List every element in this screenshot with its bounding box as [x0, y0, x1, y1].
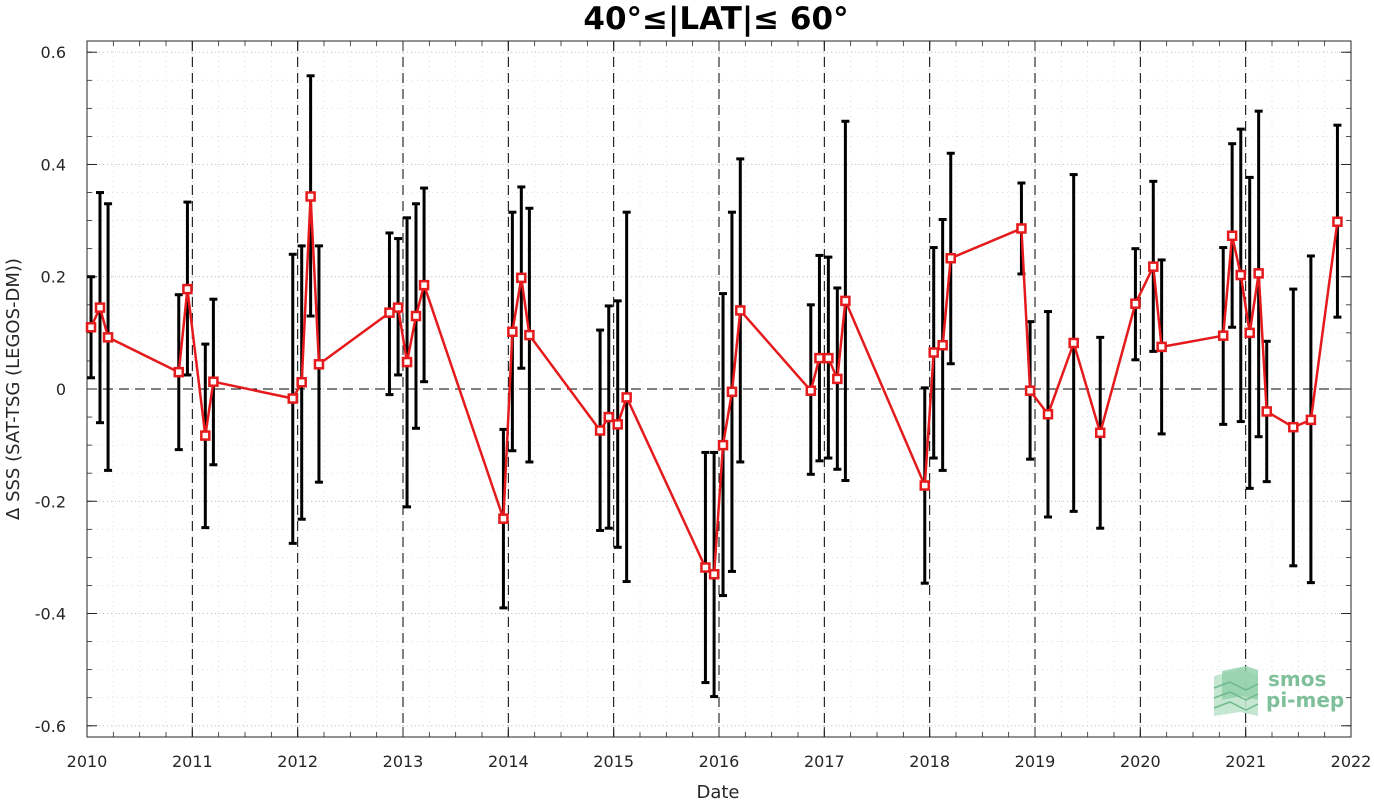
y-tick-label: -0.2 [35, 492, 66, 511]
data-point-marker [735, 305, 746, 316]
data-point-marker [945, 252, 956, 264]
data-point-marker [200, 430, 211, 441]
logo-text-smos: smos [1268, 667, 1326, 691]
x-tick-label: 2017 [804, 752, 845, 771]
data-point-marker [612, 419, 623, 430]
data-point-marker [1261, 406, 1272, 417]
data-point-marker [1042, 409, 1054, 420]
data-point-marker [1068, 337, 1079, 349]
y-tick-label: 0.2 [41, 268, 66, 287]
data-point-marker [1024, 385, 1036, 396]
data-point-marker [805, 385, 817, 396]
data-point-marker [1148, 261, 1159, 272]
data-point-marker [621, 392, 632, 403]
data-point-marker [1288, 421, 1299, 433]
data-point-marker [594, 425, 606, 436]
logo-text-pimep: pi-mep [1266, 688, 1344, 712]
data-point-marker [603, 411, 615, 423]
data-point-marker [708, 568, 720, 580]
y-axis-label: Δ SSS (SAT-TSG (LEGOS-DM)) [3, 258, 24, 520]
y-tick-label: 0.4 [41, 155, 66, 174]
x-tick-label: 2016 [699, 752, 740, 771]
x-tick-labels: 2010 2011 2012 2013 2014 2015 2016 2017 2018 2019… [67, 752, 1372, 771]
data-point-marker [85, 322, 97, 333]
x-tick-label: 2010 [67, 752, 108, 771]
data-point-marker [1217, 330, 1229, 341]
data-point-marker [296, 377, 307, 388]
error-bars [87, 74, 1342, 699]
data-point-marker [498, 513, 509, 524]
smos-pimep-logo: smos pi-mep [1213, 666, 1344, 716]
x-tick-label: 2014 [488, 752, 529, 771]
data-point-marker [726, 386, 738, 398]
data-point-marker [401, 356, 413, 368]
data-point-marker [1094, 427, 1106, 439]
data-point-marker [1305, 414, 1317, 426]
x-tick-label: 2018 [909, 752, 950, 771]
data-point-marker [840, 295, 851, 307]
x-axis-label: Date [696, 782, 739, 801]
y-tick-labels: -0.6 -0.4 -0.2 0 0.2 0.4 0.6 [35, 43, 66, 736]
x-tick-label: 2020 [1120, 752, 1161, 771]
data-point-marker [1332, 216, 1343, 227]
data-point-marker [392, 302, 404, 313]
data-point-marker [937, 339, 948, 351]
x-tick-label: 2019 [1015, 752, 1056, 771]
data-point-marker [1130, 298, 1141, 309]
series-markers [85, 191, 1343, 580]
data-point-marker [1016, 223, 1027, 234]
data-point-marker [102, 332, 114, 343]
data-point-marker [94, 302, 106, 313]
logo-icon [1213, 666, 1259, 716]
data-point-marker [919, 480, 931, 491]
y-tick-label: 0 [56, 380, 66, 399]
data-point-marker [516, 272, 527, 284]
data-point-marker [1253, 268, 1264, 279]
x-tick-label: 2021 [1225, 752, 1266, 771]
data-point-marker [823, 352, 834, 364]
x-tick-label: 2015 [593, 752, 634, 771]
data-point-marker [1244, 327, 1255, 339]
data-point-marker [410, 310, 422, 322]
chart-title: 40°≤|LAT|≤ 60° [583, 1, 848, 37]
data-point-marker [384, 307, 395, 318]
data-point-marker [1226, 230, 1238, 242]
x-tick-label: 2011 [172, 752, 213, 771]
x-tick-label: 2012 [277, 752, 318, 771]
data-point-marker [717, 439, 729, 451]
data-point-marker [1235, 269, 1247, 281]
data-point-marker [1156, 341, 1167, 353]
data-point-marker [524, 329, 535, 341]
x-tick-label: 2022 [1331, 752, 1372, 771]
y-tick-label: -0.4 [35, 605, 66, 624]
data-point-marker [313, 359, 325, 370]
data-point-marker [418, 279, 430, 291]
data-point-marker [208, 376, 219, 387]
data-point-marker [305, 191, 316, 202]
data-point-marker [928, 347, 939, 358]
axis-ticks [86, 41, 1352, 737]
data-point-marker [287, 393, 299, 404]
data-point-marker [173, 366, 185, 378]
y-tick-label: -0.6 [35, 717, 66, 736]
data-point-marker [182, 283, 193, 295]
data-point-marker [814, 352, 825, 364]
y-tick-label: 0.6 [41, 43, 66, 62]
data-point-marker [700, 562, 711, 573]
data-point-marker [832, 373, 843, 385]
x-tick-label: 2013 [383, 752, 424, 771]
data-point-marker [507, 326, 518, 337]
year-divider-lines [191, 41, 1247, 737]
